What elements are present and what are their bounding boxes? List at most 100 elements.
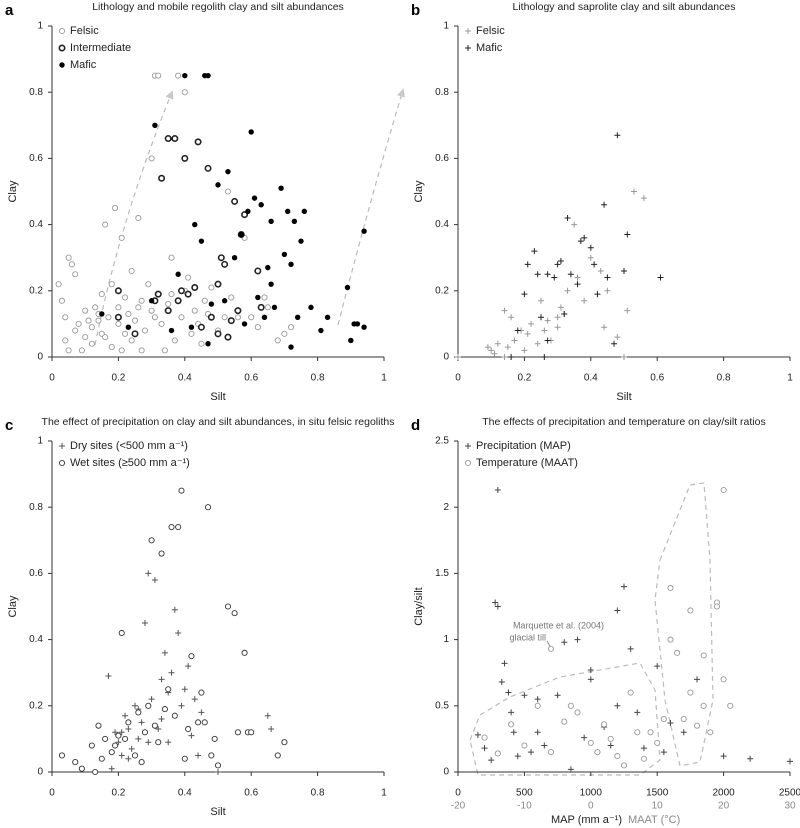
data-point	[344, 284, 351, 291]
data-point	[118, 347, 125, 354]
data-point	[68, 261, 75, 268]
legend-label: Mafic	[476, 42, 503, 54]
data-point	[125, 324, 132, 330]
data-point	[621, 267, 627, 274]
data-point	[88, 340, 95, 347]
data-point	[587, 244, 594, 251]
data-point	[591, 261, 598, 268]
data-point	[667, 636, 674, 643]
data-point	[118, 629, 125, 637]
x-axis-label: Silt	[616, 391, 631, 403]
data-point	[544, 317, 551, 324]
panel-label: b	[411, 2, 420, 19]
field-outline	[654, 482, 714, 767]
data-point	[188, 330, 195, 337]
data-point	[574, 709, 581, 716]
data-point	[567, 271, 574, 278]
data-point	[168, 524, 175, 531]
y-tick-label: 0.8	[29, 502, 43, 513]
data-point	[185, 663, 192, 670]
data-point	[152, 122, 158, 128]
data-point	[112, 742, 119, 749]
data-point	[614, 607, 621, 614]
data-point	[634, 709, 641, 716]
data-point	[128, 337, 135, 344]
data-point	[281, 251, 288, 258]
data-point	[214, 762, 222, 769]
data-point	[145, 739, 152, 746]
data-point	[135, 304, 142, 311]
data-point	[288, 261, 294, 268]
data-point	[488, 757, 495, 764]
data-point	[175, 524, 182, 531]
x-tick-label: 0.2	[111, 788, 125, 799]
data-point	[693, 722, 701, 729]
data-point	[182, 72, 188, 79]
data-point	[538, 314, 544, 321]
data-point	[581, 734, 588, 741]
data-point	[131, 317, 139, 324]
data-point	[171, 606, 178, 613]
data-point	[161, 706, 168, 713]
data-point	[88, 324, 95, 331]
x-tick-label: 0.2	[517, 373, 531, 384]
data-point	[151, 314, 158, 321]
data-point	[660, 749, 667, 756]
data-point	[198, 689, 205, 696]
data-point	[614, 702, 621, 709]
data-point	[121, 294, 129, 301]
data-point	[640, 755, 647, 762]
data-point	[224, 603, 232, 610]
data-point	[234, 314, 241, 321]
data-point	[557, 258, 564, 265]
x-tick-label: 1000	[580, 788, 603, 799]
data-point	[291, 218, 298, 224]
legend-marker	[465, 45, 471, 51]
y-tick-label: 0	[37, 767, 43, 778]
data-point	[192, 221, 198, 228]
data-point	[521, 692, 528, 699]
data-point	[115, 320, 122, 327]
y-tick-label: 0.8	[435, 87, 449, 98]
data-point	[488, 347, 495, 354]
data-point	[131, 752, 139, 759]
annotation: Marquette et al. (2004)	[513, 620, 604, 630]
data-point	[713, 603, 721, 610]
data-point	[135, 214, 142, 222]
data-point	[208, 284, 215, 291]
data-point	[720, 676, 727, 683]
data-point	[158, 320, 165, 327]
data-point	[88, 742, 95, 749]
data-point	[151, 577, 158, 584]
legend-label: Temperature (MAAT)	[476, 457, 578, 469]
data-point	[481, 745, 488, 752]
data-point	[524, 330, 531, 337]
data-point	[694, 676, 701, 683]
data-point	[234, 729, 241, 736]
data-point	[164, 307, 172, 315]
data-point	[138, 719, 145, 726]
data-point	[154, 290, 162, 298]
panel-label: c	[5, 417, 13, 434]
data-point	[587, 739, 594, 746]
data-point	[257, 303, 265, 311]
data-point	[208, 752, 215, 759]
data-point	[138, 347, 145, 354]
x-tick-label: 1500	[646, 788, 669, 799]
data-point	[171, 337, 178, 344]
data-point	[494, 486, 501, 493]
data-point	[178, 314, 185, 321]
data-point	[674, 649, 681, 656]
data-point	[198, 709, 205, 716]
data-point	[108, 749, 115, 756]
y-tick-label: 0.2	[29, 285, 43, 296]
legend-label: Mafic	[70, 59, 97, 71]
data-point	[161, 347, 168, 354]
legend-label: Felsic	[476, 25, 505, 37]
data-point	[155, 739, 162, 746]
data-point	[151, 722, 158, 729]
data-point	[158, 550, 165, 557]
data-point	[224, 188, 232, 195]
data-point	[534, 702, 541, 709]
data-point	[241, 321, 248, 327]
